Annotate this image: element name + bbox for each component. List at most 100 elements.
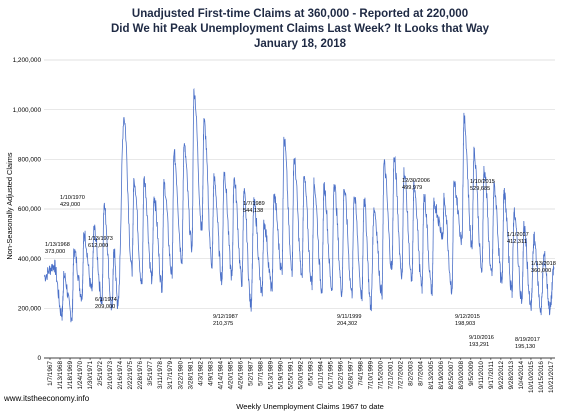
x-tick-label: 8/25/2007 (448, 361, 455, 390)
x-axis-title: Weekly Unemployment Claims 1967 to date (236, 402, 384, 411)
x-tick-label: 1/24/1970 (77, 361, 84, 390)
x-tick-label: 5/30/1992 (298, 361, 305, 390)
x-tick-label: 4/3/1982 (197, 361, 204, 386)
x-tick-label: 8/7/2004 (418, 361, 425, 386)
annotation-label: 6/1/1974 (95, 297, 117, 303)
annotation-label: 429,000 (60, 202, 80, 208)
x-tick-label: 7/15/2000 (378, 361, 385, 390)
x-tick-label: 3/11/1978 (157, 361, 164, 389)
y-axis-title: Non-Seasonally Adjusted Claims (5, 152, 14, 260)
x-tick-label: 4/20/1985 (227, 361, 234, 390)
x-tick-label: 10/15/2016 (538, 361, 545, 393)
x-tick-label: 9/11/2010 (478, 361, 485, 389)
chart-title-line-1: Unadjusted First-time Claims at 360,000 … (132, 8, 468, 20)
annotation-label: 210,375 (213, 321, 233, 327)
annotation-label: 1/13/1968 (45, 242, 70, 248)
site-url-text: www.itstheeconomy.info (3, 394, 90, 403)
x-tick-label: 6/5/1993 (308, 361, 315, 386)
annotation-label: 529,685 (470, 186, 490, 192)
annotation-label: 9/10/2016 (469, 335, 494, 341)
x-tick-label: 6/11/1994 (318, 361, 325, 389)
x-tick-label: 8/2/2003 (408, 361, 415, 386)
x-tick-label: 2/10/1973 (107, 361, 114, 390)
y-tick-label: 400,000 (18, 256, 42, 263)
series-line (43, 87, 555, 323)
x-tick-label: 2/16/1974 (117, 361, 124, 390)
annotation-label: 412,311 (507, 239, 527, 245)
annotation-label: 1/10/1970 (60, 195, 85, 201)
annotation-label: 499,979 (402, 185, 422, 191)
annotation-label: 1/7/1989 (243, 201, 265, 207)
x-tick-label: 4/14/1984 (217, 361, 224, 390)
x-tick-label: 10/21/2017 (548, 361, 555, 393)
x-tick-label: 1/18/1969 (67, 361, 74, 390)
annotation-label: 9/12/1987 (213, 314, 238, 320)
x-tick-label: 4/9/1983 (207, 361, 214, 386)
x-tick-label: 5/25/1991 (287, 361, 294, 390)
x-tick-label: 3/17/1979 (167, 361, 174, 390)
annotation-label: 12/30/2006 (402, 178, 430, 184)
annotation-label: 1/1/2017 (507, 232, 529, 238)
x-tick-label: 3/22/1980 (177, 361, 184, 390)
x-axis-ticks: 1/7/1967 1/13/1968 1/18/1969 1/24/1970 1/30/… (47, 358, 555, 393)
y-axis-ticks: 0 200,000 400,000 600,000 800,000 1,000,000 1,… (13, 57, 42, 362)
x-tick-label: 1/30/1971 (87, 361, 94, 390)
x-tick-label: 7/10/1999 (368, 361, 375, 390)
x-tick-label: 2/22/1975 (127, 361, 134, 390)
y-tick-label: 600,000 (18, 206, 42, 213)
annotation-label: 195,130 (515, 344, 535, 350)
chart-title-line-3: January 18, 2018 (254, 38, 347, 50)
annotation-label: 612,000 (88, 243, 108, 249)
annotation-label: 209,000 (95, 304, 115, 310)
x-tick-label: 2/28/1976 (137, 361, 144, 390)
gridlines (44, 59, 555, 309)
x-tick-label: 8/19/2006 (438, 361, 445, 390)
x-tick-label: 1/7/1967 (47, 361, 54, 386)
annotation-label: 1/13/1973 (88, 236, 113, 242)
x-tick-label: 6/28/1997 (348, 361, 355, 390)
x-tick-label: 4/26/1986 (237, 361, 244, 390)
x-tick-label: 5/19/1990 (277, 361, 284, 390)
x-tick-label: 10/10/2015 (528, 361, 535, 393)
y-tick-label: 800,000 (18, 157, 42, 164)
x-tick-label: 6/17/1995 (328, 361, 335, 390)
chart-title-line-2: Did We hit Peak Unemployment Claims Last… (111, 23, 490, 35)
annotation-label: 9/11/1999 (337, 314, 361, 320)
annotation-label: 360,000 (531, 268, 551, 274)
x-tick-label: 9/17/2011 (488, 361, 495, 389)
x-tick-label: 9/5/2009 (468, 361, 475, 386)
y-tick-label: 200,000 (18, 306, 42, 313)
x-tick-label: 9/22/2012 (498, 361, 505, 390)
annotation-label: 198,903 (455, 321, 475, 327)
annotation-label: 8/19/2017 (515, 337, 540, 343)
x-tick-label: 2/5/1972 (97, 361, 104, 386)
x-tick-label: 6/22/1996 (338, 361, 345, 390)
x-tick-label: 8/13/2005 (428, 361, 435, 390)
x-tick-label: 8/30/2008 (458, 361, 465, 390)
annotation-label: 373,000 (45, 249, 65, 255)
annotation-label: 193,291 (469, 342, 489, 348)
x-tick-label: 5/2/1987 (247, 361, 254, 386)
x-tick-label: 10/4/2014 (518, 361, 525, 390)
y-tick-label: 1,000,000 (13, 107, 42, 114)
x-tick-label: 7/27/2002 (398, 361, 405, 390)
annotation-label: 544,138 (243, 208, 263, 214)
x-tick-label: 3/28/1981 (187, 361, 194, 390)
x-tick-label: 7/21/2001 (388, 361, 395, 390)
plot-area (43, 87, 555, 323)
x-tick-label: 5/7/1988 (257, 361, 264, 386)
x-tick-label: 5/13/1989 (267, 361, 274, 390)
y-tick-label: 0 (37, 355, 41, 362)
x-tick-label: 1/13/1968 (57, 361, 64, 390)
annotation-label: 1/10/2015 (470, 179, 495, 185)
annotation-label: 204,302 (337, 321, 357, 327)
x-tick-label: 7/4/1998 (358, 361, 365, 386)
annotation-label: 9/12/2015 (455, 314, 480, 320)
y-tick-label: 1,200,000 (13, 57, 42, 64)
x-tick-label: 9/28/2013 (508, 361, 515, 390)
x-tick-label: 3/5/1977 (147, 361, 154, 386)
annotation-label: 1/13/2018 (531, 261, 556, 267)
